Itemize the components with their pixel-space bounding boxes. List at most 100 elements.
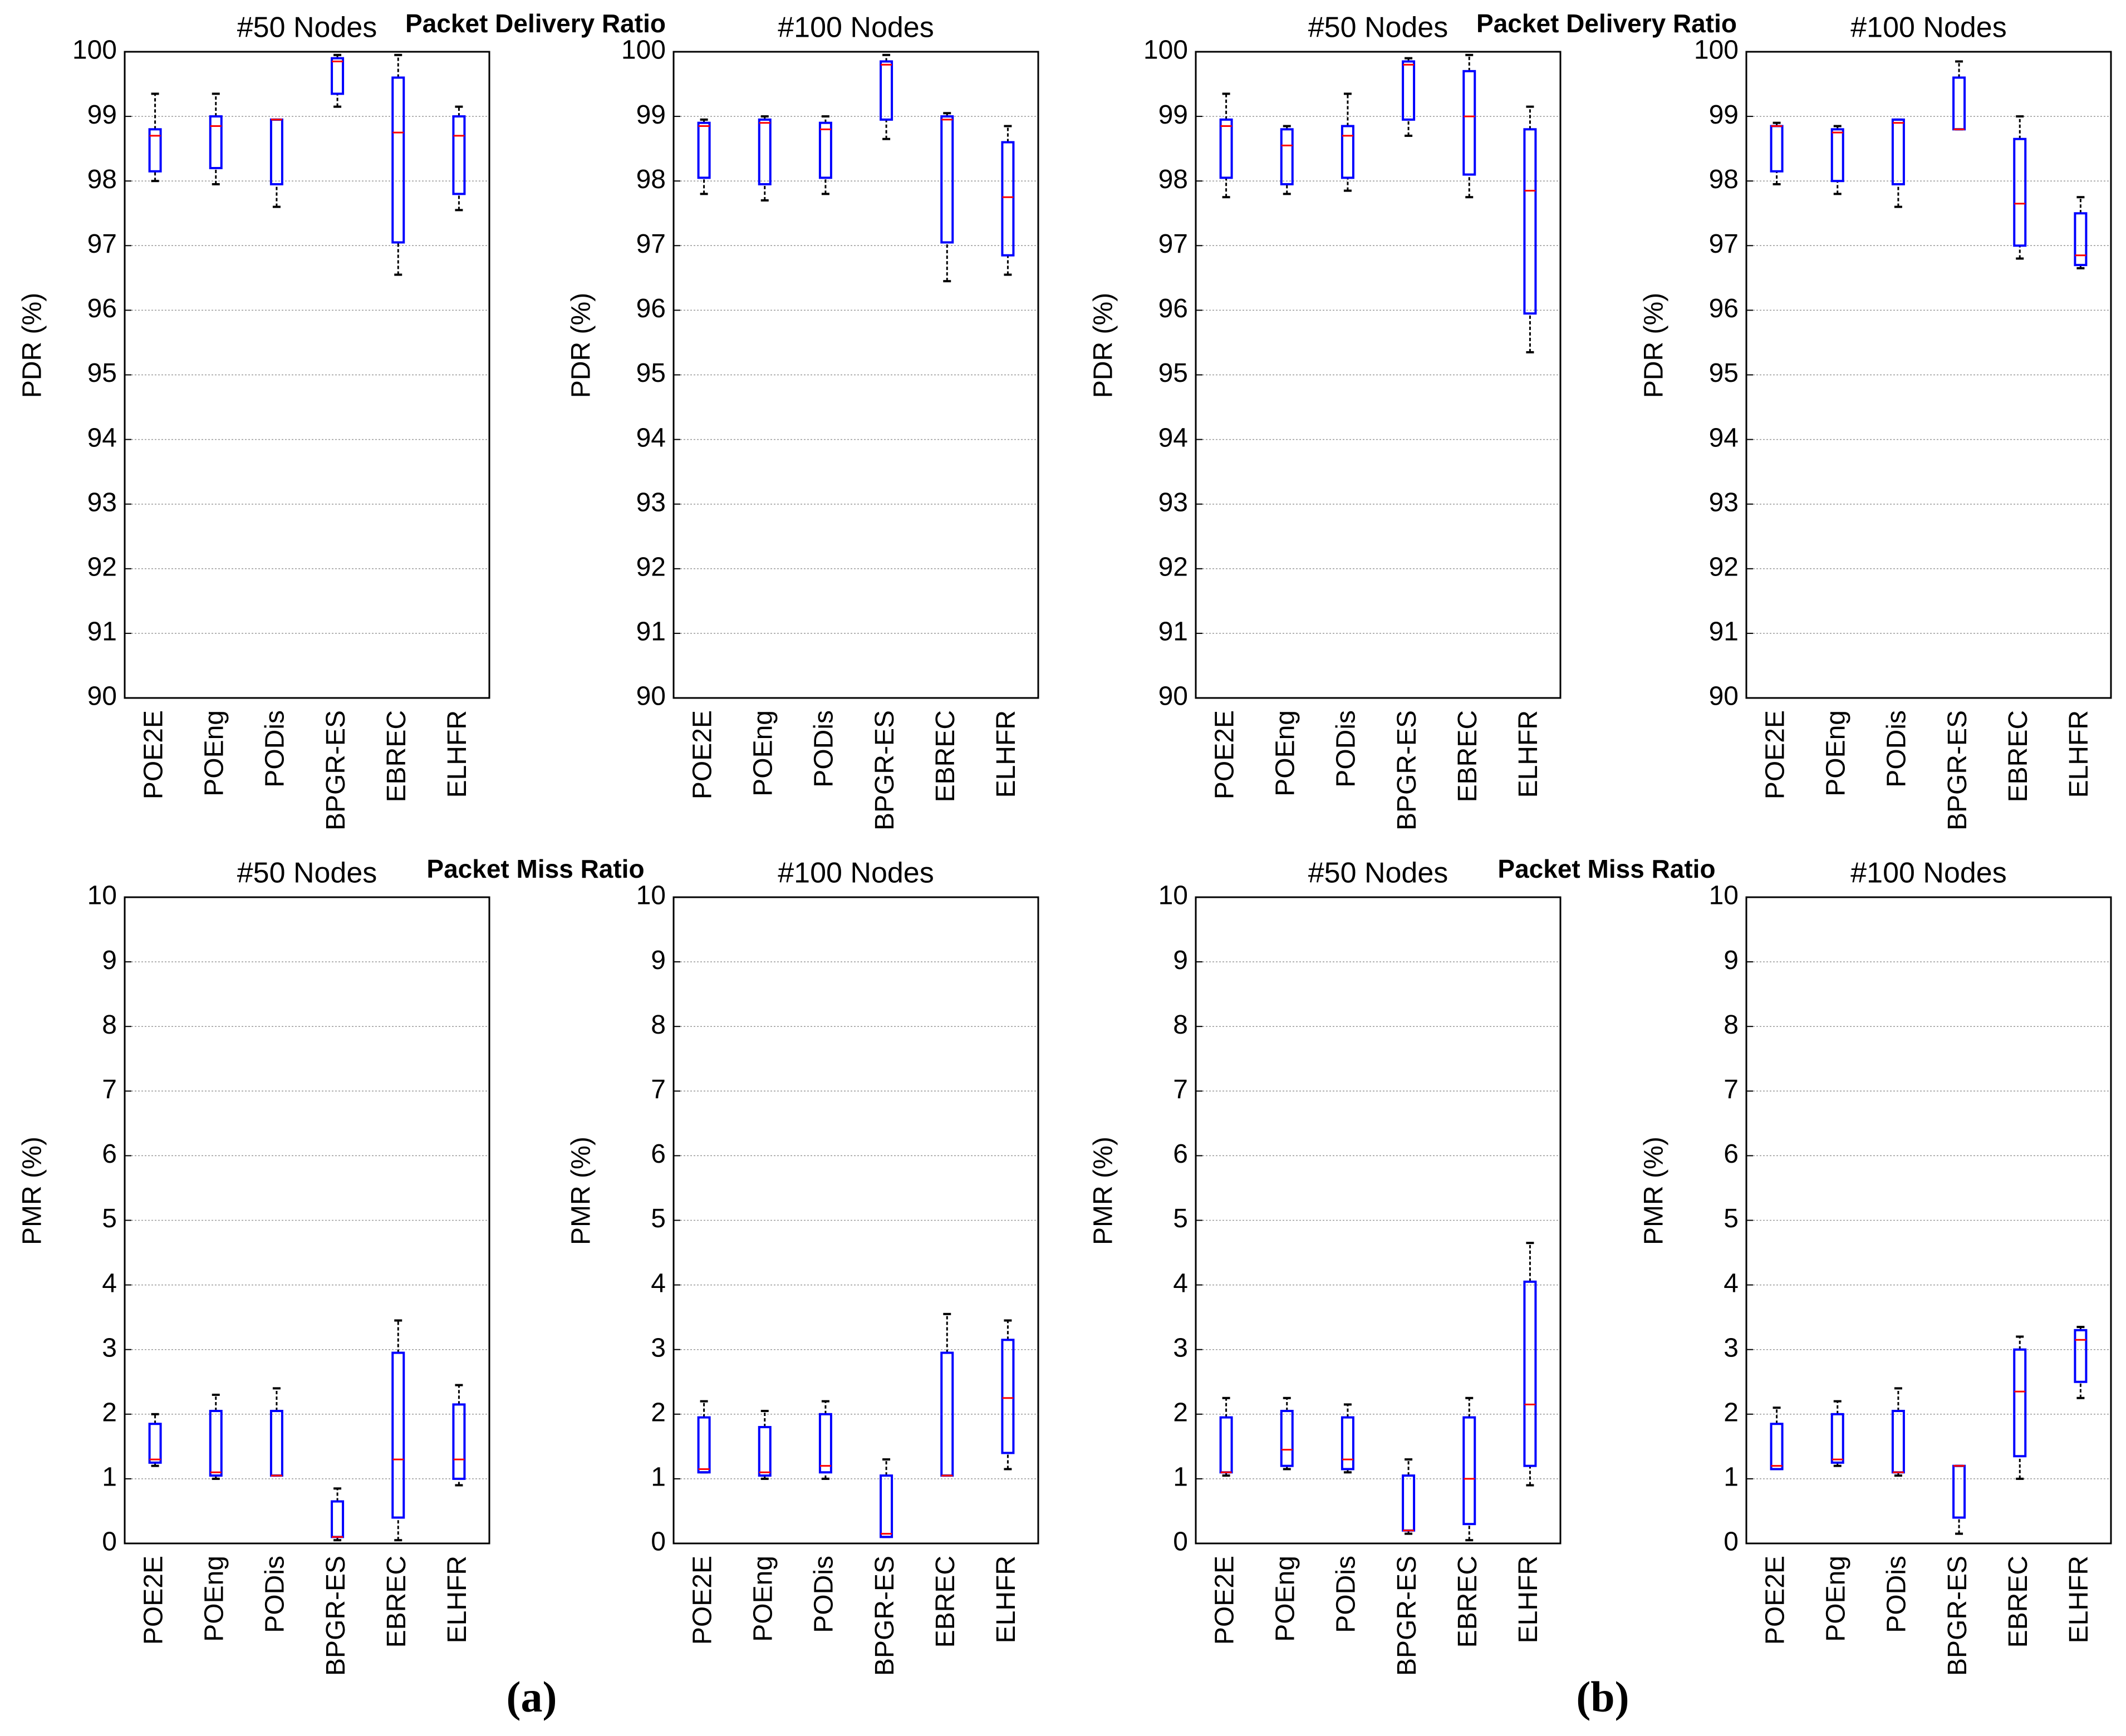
y-tick-label: 7 (102, 1075, 117, 1104)
x-tick-label: PODis (261, 710, 290, 788)
y-tick-label: 98 (1709, 165, 1739, 194)
box (1402, 60, 1416, 121)
x-tick-label: EBREC (2004, 710, 2033, 802)
y-tick-label: 6 (102, 1139, 117, 1169)
x-tick-label: POEng (199, 710, 229, 796)
y-tick-label: 1 (651, 1463, 666, 1492)
x-tick-label: PODis (1882, 1556, 1912, 1633)
y-tick-label: 92 (636, 552, 666, 582)
y-tick-label: 7 (651, 1075, 666, 1104)
chart-title: #50 Nodes (1308, 857, 1449, 889)
box (1462, 1416, 1476, 1526)
y-tick-label: 100 (621, 36, 666, 65)
y-tick-label: 1 (102, 1463, 117, 1492)
y-tick-label: 100 (1143, 36, 1188, 65)
y-tick-label: 96 (87, 294, 117, 323)
box (1280, 128, 1294, 186)
y-tick-label: 6 (651, 1139, 666, 1169)
y-tick-label: 9 (1724, 946, 1739, 975)
x-tick-label: BPGR-ES (1392, 710, 1422, 830)
x-tick-label: PODis (1882, 710, 1912, 788)
y-tick-label: 6 (1173, 1139, 1188, 1169)
x-tick-label: PODis (1332, 710, 1361, 788)
box (1830, 1413, 1844, 1464)
y-tick-label: 4 (1724, 1268, 1739, 1298)
plot-frame (1195, 51, 1562, 699)
x-tick-label: POE2E (688, 710, 717, 799)
box (880, 1474, 893, 1538)
y-axis-label: PDR (%) (1089, 293, 1118, 398)
chart-title: #50 Nodes (1308, 12, 1449, 44)
y-tick-label: 98 (636, 165, 666, 194)
box (1001, 1339, 1015, 1454)
y-tick-label: 92 (1158, 552, 1188, 582)
y-tick-label: 97 (87, 229, 117, 259)
y-tick-label: 2 (1173, 1398, 1188, 1427)
y-tick-label: 97 (1709, 229, 1739, 259)
y-tick-label: 94 (636, 423, 666, 453)
box (1001, 141, 1015, 257)
y-tick-label: 99 (1709, 100, 1739, 130)
suptitle: Packet Delivery Ratio (405, 9, 666, 38)
y-tick-label: 96 (636, 294, 666, 323)
plot-frame (672, 896, 1039, 1545)
box (818, 121, 832, 179)
y-tick-label: 93 (1158, 488, 1188, 517)
y-tick-label: 99 (87, 100, 117, 130)
y-tick-label: 93 (87, 488, 117, 517)
box (880, 60, 893, 121)
x-tick-label: EBREC (931, 710, 960, 802)
x-tick-label: PODis (261, 1556, 290, 1633)
y-axis-label: PMR (%) (1089, 1137, 1118, 1245)
y-tick-label: 6 (1724, 1139, 1739, 1169)
y-tick-label: 0 (102, 1527, 117, 1557)
x-tick-label: BPGR-ES (1943, 710, 1972, 830)
y-tick-label: 7 (1173, 1075, 1188, 1104)
x-tick-label: EBREC (382, 710, 411, 802)
y-tick-label: 99 (1158, 100, 1188, 130)
y-tick-label: 3 (1173, 1333, 1188, 1363)
plot-frame (1745, 51, 2112, 699)
y-tick-label: 5 (102, 1204, 117, 1233)
x-tick-label: POE2E (1760, 710, 1790, 799)
box (1219, 118, 1233, 179)
panel-label: (a) (507, 1673, 557, 1721)
x-tick-label: POEng (199, 1556, 229, 1642)
x-tick-label: ELHFR (991, 1556, 1021, 1643)
y-tick-label: 4 (1173, 1268, 1188, 1298)
x-tick-label: PODis (809, 1556, 839, 1633)
y-tick-label: 5 (651, 1204, 666, 1233)
x-tick-label: BPGR-ES (321, 1556, 351, 1676)
x-tick-label: POEng (1270, 1556, 1300, 1642)
y-tick-label: 92 (87, 552, 117, 582)
y-axis-label: PMR (%) (1639, 1137, 1669, 1245)
y-tick-label: 95 (1158, 358, 1188, 388)
y-tick-label: 3 (651, 1333, 666, 1363)
y-axis-label: PDR (%) (567, 293, 596, 398)
x-tick-label: BPGR-ES (1943, 1556, 1972, 1676)
y-tick-label: 9 (1173, 946, 1188, 975)
y-tick-label: 91 (1158, 617, 1188, 647)
y-tick-label: 0 (1724, 1527, 1739, 1557)
box (1891, 118, 1905, 186)
box (1341, 125, 1354, 179)
y-tick-label: 5 (1724, 1204, 1739, 1233)
panel-label: (b) (1576, 1673, 1629, 1721)
box (758, 1426, 772, 1477)
y-tick-label: 10 (87, 881, 117, 911)
y-tick-label: 3 (1724, 1333, 1739, 1363)
x-tick-label: POEng (748, 710, 778, 796)
box (758, 118, 772, 186)
y-tick-label: 8 (102, 1010, 117, 1040)
y-tick-label: 100 (1694, 36, 1739, 65)
suptitle: Packet Miss Ratio (426, 854, 644, 883)
y-tick-label: 98 (87, 165, 117, 194)
y-tick-label: 2 (651, 1398, 666, 1427)
y-tick-label: 0 (651, 1527, 666, 1557)
x-tick-label: PODis (809, 710, 839, 788)
y-tick-label: 7 (1724, 1075, 1739, 1104)
x-tick-label: ELHFR (2064, 1556, 2094, 1643)
y-tick-label: 8 (1173, 1010, 1188, 1040)
y-tick-label: 0 (1173, 1527, 1188, 1557)
chart-title: #100 Nodes (778, 12, 934, 44)
